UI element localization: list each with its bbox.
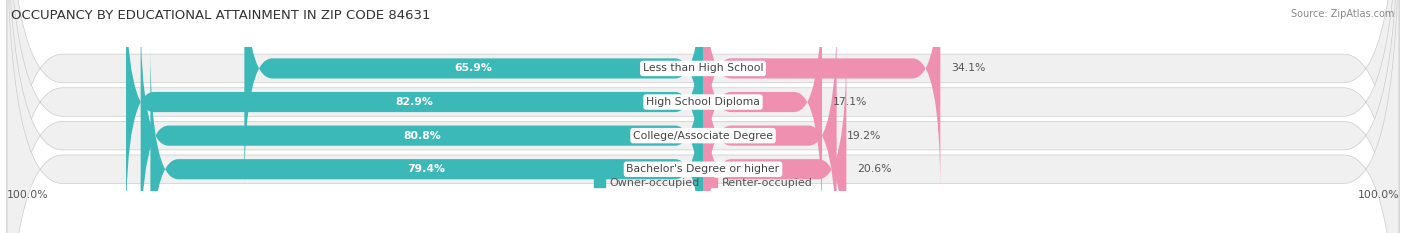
FancyBboxPatch shape — [245, 0, 703, 193]
Text: 17.1%: 17.1% — [832, 97, 868, 107]
Text: High School Diploma: High School Diploma — [647, 97, 759, 107]
Text: Bachelor's Degree or higher: Bachelor's Degree or higher — [627, 164, 779, 174]
Text: 65.9%: 65.9% — [454, 63, 492, 73]
Text: 100.0%: 100.0% — [1357, 190, 1399, 200]
Text: 100.0%: 100.0% — [7, 190, 49, 200]
FancyBboxPatch shape — [7, 0, 1399, 233]
FancyBboxPatch shape — [141, 11, 703, 233]
FancyBboxPatch shape — [703, 11, 837, 233]
Text: OCCUPANCY BY EDUCATIONAL ATTAINMENT IN ZIP CODE 84631: OCCUPANCY BY EDUCATIONAL ATTAINMENT IN Z… — [11, 9, 430, 22]
FancyBboxPatch shape — [150, 45, 703, 233]
Text: Less than High School: Less than High School — [643, 63, 763, 73]
FancyBboxPatch shape — [703, 0, 941, 193]
Legend: Owner-occupied, Renter-occupied: Owner-occupied, Renter-occupied — [589, 174, 817, 193]
Text: 80.8%: 80.8% — [404, 131, 440, 141]
Text: 34.1%: 34.1% — [950, 63, 986, 73]
Text: College/Associate Degree: College/Associate Degree — [633, 131, 773, 141]
Text: 79.4%: 79.4% — [408, 164, 446, 174]
Text: Source: ZipAtlas.com: Source: ZipAtlas.com — [1291, 9, 1395, 19]
Text: 82.9%: 82.9% — [395, 97, 433, 107]
FancyBboxPatch shape — [7, 0, 1399, 233]
FancyBboxPatch shape — [7, 0, 1399, 233]
Text: 19.2%: 19.2% — [846, 131, 882, 141]
Text: 20.6%: 20.6% — [856, 164, 891, 174]
FancyBboxPatch shape — [7, 0, 1399, 233]
FancyBboxPatch shape — [703, 0, 823, 226]
FancyBboxPatch shape — [127, 0, 703, 226]
FancyBboxPatch shape — [703, 45, 846, 233]
